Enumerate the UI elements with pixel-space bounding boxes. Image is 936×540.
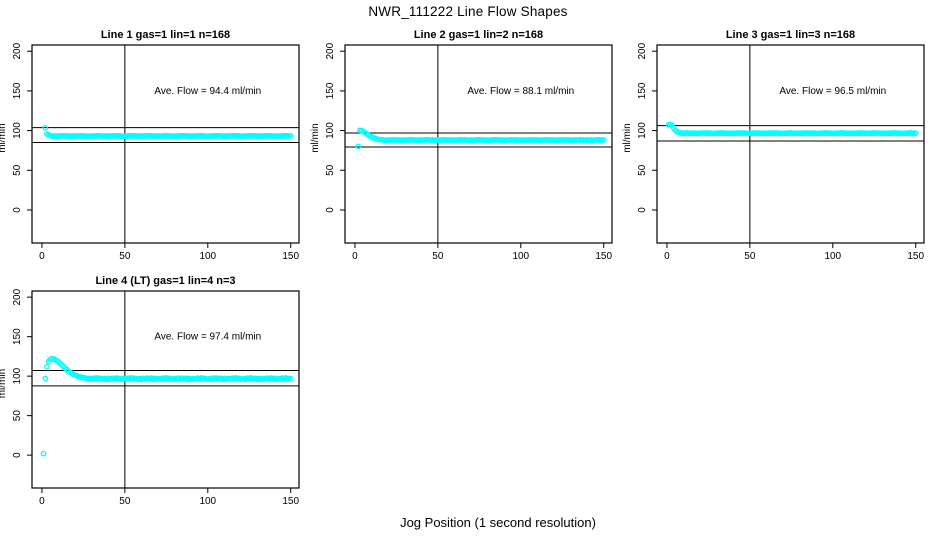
data-point [600, 137, 607, 143]
panel-1: Line 1 gas=1 lin=1 n=168 0 50 100 150 0 50 100 1… [0, 29, 300, 262]
y-tick-label: 150 [637, 82, 648, 99]
x-tick-label: 100 [199, 251, 216, 262]
panel-title: Line 2 gas=1 lin=2 n=168 [414, 29, 543, 41]
panel-4: Line 4 (LT) gas=1 lin=4 n=3 0 50 100 150 0 50 1… [0, 275, 300, 507]
data-point [287, 133, 294, 139]
x-axis-title: Jog Position (1 second resolution) [400, 515, 596, 530]
x-tick-label: 0 [39, 496, 45, 507]
x-tick-label: 50 [432, 251, 444, 262]
y-tick-label: 50 [637, 164, 648, 176]
data-point [42, 375, 49, 382]
x-tick-label: 100 [199, 496, 216, 507]
panel-3: Line 3 gas=1 lin=3 n=168 0 50 100 150 0 50 100 1… [622, 29, 925, 262]
y-tick-label: 150 [12, 82, 23, 99]
ave-flow-annotation: Ave. Flow = 94.4 ml/min [154, 86, 261, 97]
y-tick-label: 0 [637, 207, 648, 213]
plot-box [656, 44, 925, 244]
data-point [355, 143, 362, 150]
y-tick-label: 200 [325, 42, 336, 59]
y-tick-label: 200 [637, 42, 648, 59]
y-tick-label: 100 [325, 122, 336, 139]
x-tick-label: 50 [744, 251, 756, 262]
y-tick-label: 0 [12, 452, 23, 458]
y-tick-label: 200 [12, 42, 23, 59]
y-axis-title: ml/min [622, 123, 633, 152]
y-axis-title: ml/min [0, 123, 8, 152]
plot-box [344, 44, 613, 244]
y-tick-label: 50 [12, 164, 23, 176]
plot-box [31, 44, 300, 244]
x-tick-label: 50 [119, 251, 131, 262]
y-axis-title: ml/min [310, 123, 321, 152]
data-point [287, 375, 294, 382]
y-tick-label: 100 [12, 367, 23, 384]
x-tick-label: 150 [907, 251, 924, 262]
x-tick-label: 0 [39, 251, 45, 262]
panel-title: Line 3 gas=1 lin=3 n=168 [726, 29, 855, 41]
ave-flow-annotation: Ave. Flow = 88.1 ml/min [467, 86, 574, 97]
plot-box [31, 290, 300, 489]
data-point [42, 124, 49, 131]
ave-flow-annotation: Ave. Flow = 96.5 ml/min [779, 86, 886, 97]
y-tick-label: 0 [12, 207, 23, 213]
x-tick-label: 150 [595, 251, 612, 262]
y-tick-label: 0 [325, 207, 336, 213]
x-tick-label: 0 [664, 251, 670, 262]
y-tick-label: 150 [325, 82, 336, 99]
y-tick-label: 50 [12, 410, 23, 422]
panel-title: Line 1 gas=1 lin=1 n=168 [101, 29, 230, 41]
y-axis-title: ml/min [0, 369, 8, 398]
y-tick-label: 100 [637, 122, 648, 139]
x-tick-label: 0 [352, 251, 358, 262]
y-tick-label: 200 [12, 288, 23, 305]
panel-title: Line 4 (LT) gas=1 lin=4 n=3 [95, 275, 235, 287]
figure-title: NWR_111222 Line Flow Shapes [368, 4, 568, 19]
y-tick-label: 150 [12, 328, 23, 345]
x-tick-label: 150 [282, 251, 299, 262]
x-tick-label: 100 [824, 251, 841, 262]
x-tick-label: 150 [282, 496, 299, 507]
y-tick-label: 50 [325, 164, 336, 176]
panel-2: Line 2 gas=1 lin=2 n=168 0 50 100 150 0 50 100 1… [310, 29, 613, 262]
x-tick-label: 100 [512, 251, 529, 262]
y-tick-label: 100 [12, 122, 23, 139]
data-point [40, 450, 47, 457]
ave-flow-annotation: Ave. Flow = 97.4 ml/min [154, 332, 261, 343]
data-point [44, 363, 50, 370]
data-point [912, 130, 919, 137]
x-tick-label: 50 [119, 496, 131, 507]
